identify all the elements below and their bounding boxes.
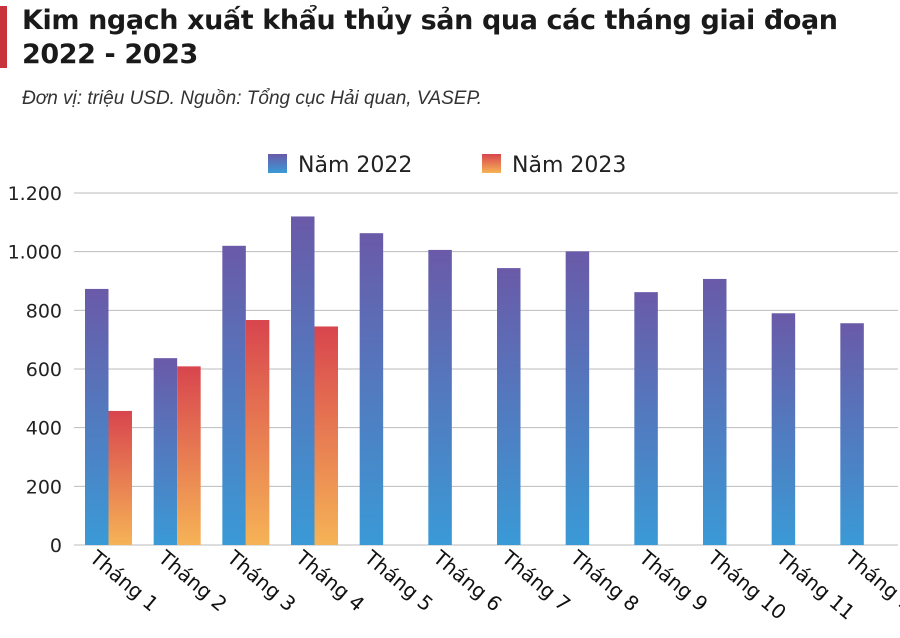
legend: Năm 2022 Năm 2023 (268, 153, 626, 178)
chart-subtitle: Đơn vị: triệu USD. Nguồn: Tổng cục Hải q… (22, 88, 482, 109)
x-tick-label: Tháng 6 (428, 545, 507, 616)
x-tick-label: Tháng 1 (85, 545, 164, 616)
y-tick-label: 200 (26, 476, 62, 498)
gridlines (74, 192, 898, 546)
x-tick-label: Tháng 7 (497, 545, 576, 616)
x-tick-label: Tháng 5 (359, 545, 438, 616)
bar-2022 (428, 249, 452, 545)
x-tick-label: Tháng 8 (565, 545, 644, 616)
bars (85, 216, 864, 546)
bar-2023 (314, 326, 338, 545)
y-tick-label: 0 (50, 535, 62, 557)
bar-2022 (497, 268, 521, 545)
chart-title: Kim ngạch xuất khẩu thủy sản qua các thá… (22, 5, 838, 70)
bar-2022 (840, 323, 864, 545)
x-tick-label: Tháng 9 (634, 545, 713, 616)
bar-2022 (634, 292, 658, 545)
bar-2022 (222, 245, 246, 546)
x-tick-label: Tháng 3 (222, 545, 301, 616)
legend-swatch-2023 (482, 154, 501, 173)
legend-swatch-2022 (268, 154, 287, 173)
x-tick-label: Tháng 4 (291, 545, 370, 616)
y-tick-label: 1.000 (8, 242, 62, 264)
bar-2023 (108, 410, 132, 545)
bar-2022 (565, 251, 590, 545)
y-tick-label: 400 (26, 418, 62, 440)
bar-2023 (245, 320, 270, 545)
y-tick-label: 1.200 (8, 183, 62, 205)
bar-2023 (177, 366, 201, 545)
legend-label-2023: Năm 2023 (512, 153, 626, 178)
bar-2022 (291, 216, 315, 545)
bar-2022 (771, 313, 796, 545)
legend-label-2022: Năm 2022 (298, 153, 412, 178)
y-axis-ticks: 0 200 400 600 800 1.000 1.200 (8, 183, 62, 557)
bar-2022 (85, 288, 109, 545)
bar-2022 (153, 358, 178, 545)
y-tick-label: 800 (26, 300, 62, 322)
x-tick-label: Tháng 2 (153, 545, 232, 616)
bar-2022 (359, 233, 384, 546)
y-tick-label: 600 (26, 359, 62, 381)
title-accent-bar (0, 6, 7, 68)
bar-2022 (703, 278, 727, 545)
